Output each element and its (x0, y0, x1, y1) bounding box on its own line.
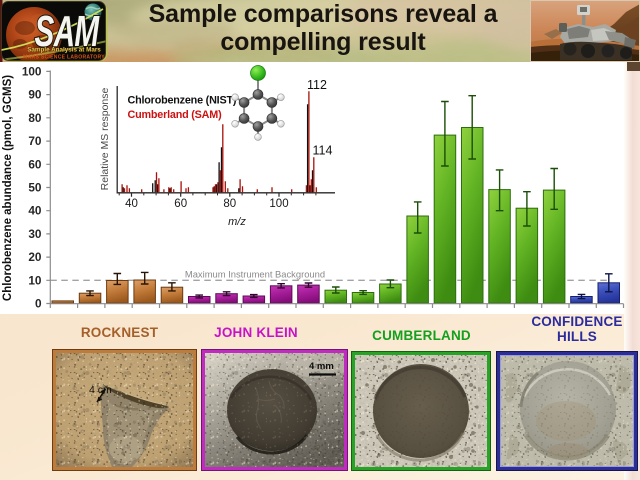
svg-text:112: 112 (307, 78, 327, 92)
svg-text:MARS SCIENCE LABORATORY: MARS SCIENCE LABORATORY (23, 54, 105, 60)
svg-text:Sample Analysis at Mars: Sample Analysis at Mars (27, 47, 101, 54)
svg-text:SAM: SAM (35, 6, 100, 55)
svg-text:30: 30 (28, 227, 42, 241)
svg-text:10: 10 (28, 273, 42, 287)
svg-text:60: 60 (174, 198, 187, 210)
svg-text:m/z: m/z (228, 216, 246, 228)
svg-text:Chlorobenzene abundance (pmol,: Chlorobenzene abundance (pmol, GCMS) (2, 75, 14, 301)
svg-text:0: 0 (35, 297, 42, 311)
svg-text:90: 90 (28, 88, 42, 102)
svg-text:40: 40 (125, 198, 138, 210)
svg-text:80: 80 (223, 198, 236, 210)
svg-text:100: 100 (269, 198, 288, 210)
svg-text:20: 20 (28, 250, 42, 264)
svg-text:40: 40 (28, 204, 42, 218)
svg-text:114: 114 (313, 144, 333, 158)
svg-text:80: 80 (28, 111, 42, 125)
svg-text:4 mm: 4 mm (309, 361, 334, 372)
svg-text:Cumberland (SAM): Cumberland (SAM) (128, 109, 223, 121)
svg-text:100: 100 (22, 64, 42, 78)
svg-text:4 cm: 4 cm (89, 384, 112, 396)
svg-text:50: 50 (28, 181, 42, 195)
svg-text:70: 70 (28, 134, 42, 148)
svg-text:60: 60 (28, 157, 42, 171)
svg-text:Maximum Instrument Backgroun: Maximum Instrument Background (185, 269, 325, 280)
svg-text:Relative MS response: Relative MS response (99, 87, 111, 190)
svg-text:Chlorobenzene (NIST): Chlorobenzene (NIST) (128, 95, 237, 107)
